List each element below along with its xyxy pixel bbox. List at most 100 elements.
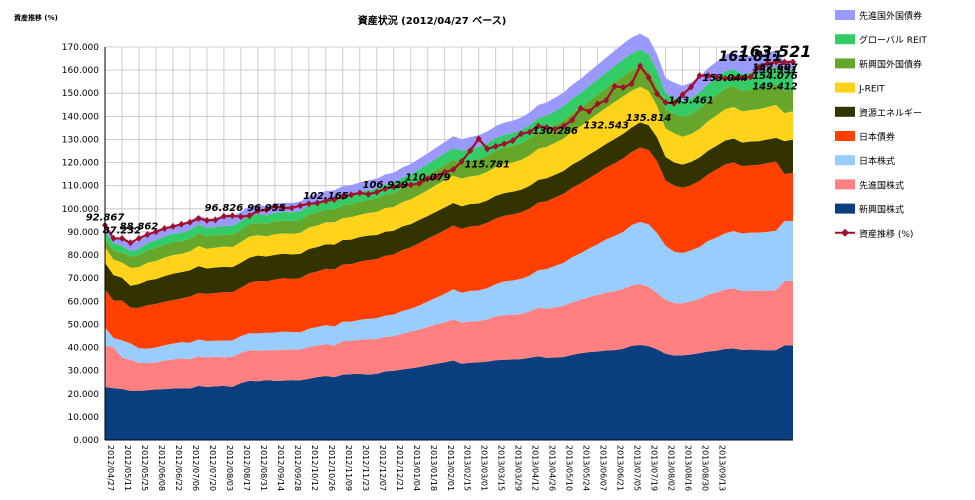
x-tick-label: 2013/05/10	[565, 445, 574, 491]
total-line-marker	[178, 220, 185, 228]
legend-label: グローバル REIT	[859, 34, 927, 46]
x-tick-label: 2012/10/12	[310, 445, 319, 491]
total-line-marker	[577, 104, 584, 112]
total-line-marker	[790, 58, 796, 66]
area-series-dev_bonds	[105, 33, 793, 252]
y-tick-label: 10.000	[68, 413, 100, 423]
total-line-marker	[433, 173, 440, 181]
total-line-marker	[271, 202, 278, 210]
y-tick-label: 140.000	[62, 112, 99, 122]
x-tick-label: 2013/03/29	[514, 445, 523, 491]
total-line-marker	[764, 60, 771, 68]
value-annotation: 130.286	[532, 126, 578, 137]
legend-line-marker	[841, 228, 849, 237]
total-line-marker	[671, 99, 678, 107]
chart-title: 資産状況 (2012/04/27 ベース)	[358, 14, 507, 27]
y-tick-label: 120.000	[62, 159, 99, 169]
x-tick-label: 2013/01/04	[412, 445, 421, 491]
y-tick-label: 130.000	[62, 135, 99, 145]
total-line-marker	[339, 193, 346, 201]
legend-label: 日本株式	[859, 155, 895, 167]
total-line-marker	[169, 222, 176, 230]
legend-label: 新興国外国債券	[859, 58, 922, 70]
total-line-marker	[518, 130, 525, 138]
legend-swatch-em_stocks	[835, 203, 855, 214]
area-series-jp_bonds	[105, 147, 793, 349]
legend-swatch-j_reit	[835, 82, 855, 93]
y-tick-label: 90.000	[68, 228, 100, 238]
total-line-marker	[373, 188, 380, 196]
x-tick-labels: 2012/04/27 2012/05/11 2012/05/25 2012/06/08…	[106, 445, 727, 491]
value-annotation: 154.076	[752, 71, 798, 82]
y-tick-label: 70.000	[68, 274, 100, 284]
x-tick-label: 2012/09/28	[293, 445, 302, 491]
legend-label: 資産推移 (%)	[859, 228, 913, 240]
total-line-marker	[492, 142, 499, 150]
total-line-marker	[747, 73, 754, 81]
total-line-marker	[203, 216, 210, 224]
area-series-em_stocks	[105, 344, 793, 440]
x-tick-label: 2013/02/15	[463, 445, 472, 491]
total-line-marker	[407, 181, 414, 189]
total-line-marker	[135, 234, 142, 242]
x-tick-label: 2012/05/11	[123, 445, 132, 491]
x-tick-label: 2013/02/01	[446, 445, 455, 491]
total-line-marker	[620, 83, 627, 91]
total-line-marker	[713, 74, 720, 82]
total-line-layer	[102, 58, 796, 247]
total-line-marker	[424, 175, 431, 183]
y-tick-label: 150.000	[62, 89, 99, 99]
x-tick-label: 2012/10/26	[327, 445, 336, 491]
total-line-marker	[611, 82, 618, 90]
y-tick-label: 0.000	[73, 436, 99, 446]
x-tick-label: 2013/06/07	[599, 445, 608, 491]
x-tick-label: 2013/01/18	[429, 445, 438, 491]
x-tick-label: 2012/06/08	[157, 445, 166, 491]
legend-label: 先進国株式	[859, 179, 904, 191]
total-line-marker	[416, 179, 423, 187]
total-line-marker	[331, 196, 338, 204]
total-line-marker	[161, 224, 168, 232]
total-line-marker	[509, 137, 516, 145]
x-tick-label: 2013/07/19	[650, 445, 659, 491]
total-line-marker	[229, 212, 236, 220]
total-line-marker	[441, 168, 448, 176]
total-line-marker	[603, 96, 610, 104]
area-series-dev_stocks	[105, 280, 793, 391]
total-line-marker	[195, 215, 202, 223]
x-tick-label: 2012/08/03	[225, 445, 234, 491]
area-series-j_reit	[105, 86, 793, 286]
x-tick-label: 2012/12/21	[395, 445, 404, 491]
value-annotation: 110.079	[405, 173, 451, 184]
total-line-marker	[662, 98, 669, 106]
value-annotation: 106.929	[363, 180, 409, 191]
total-line-marker	[152, 228, 159, 236]
x-tick-label: 2013/08/16	[684, 445, 693, 491]
total-line-marker	[212, 216, 219, 224]
total-line-marker	[552, 125, 559, 133]
legend-swatch-resources	[835, 106, 855, 117]
legend-swatch-dev_stocks	[835, 179, 855, 190]
x-tick-label: 2012/08/31	[259, 445, 268, 491]
value-annotation: 143.461	[668, 95, 714, 106]
y-tick-label: 20.000	[68, 390, 100, 400]
x-tick-label: 2013/04/12	[531, 445, 540, 491]
total-line-marker	[450, 166, 457, 174]
value-annotation: 149.412	[752, 82, 798, 93]
y-tick-label: 170.000	[62, 43, 99, 53]
total-line-marker	[118, 234, 125, 242]
total-line-marker	[382, 185, 389, 193]
value-annotation: 135.814	[626, 113, 672, 124]
area-series-jp_stocks	[105, 220, 793, 364]
value-annotation: 157.607	[752, 63, 798, 74]
total-line-marker	[475, 135, 482, 143]
x-tick-label: 2012/07/20	[208, 445, 217, 491]
total-line-marker	[637, 62, 644, 70]
total-line-marker	[705, 72, 712, 80]
x-tick-label: 2012/11/09	[344, 445, 353, 491]
area-series-resources	[105, 122, 793, 308]
legend-label: 資源エネルギー	[859, 107, 922, 119]
x-tick-label: 2012/07/06	[191, 445, 200, 491]
